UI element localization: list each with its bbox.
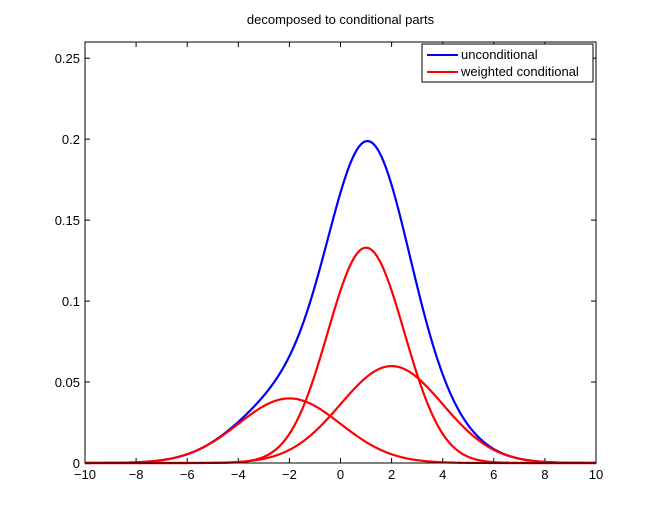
series-line-weighted-conditional-3 (85, 365, 597, 465)
y-tick-label: 0.1 (62, 294, 80, 309)
plot-frame (84, 41, 597, 464)
x-tick-label: −8 (129, 467, 144, 482)
series-line-weighted-conditional-1 (85, 397, 596, 465)
axis-tick-labels: −10 −8 −6 −4 −2 0 2 4 6 8 10 0 0.05 0.1 0.15 0.2 0.25 (55, 51, 604, 482)
legend-label-unconditional: unconditional (461, 47, 538, 62)
y-tick-label: 0.25 (55, 51, 80, 66)
series-line-weighted-conditional-2 (85, 246, 596, 465)
series-line-unconditional (85, 139, 597, 465)
x-tick-label: −10 (74, 467, 96, 482)
x-tick-label: 2 (388, 467, 395, 482)
chart-title: decomposed to conditional parts (246, 12, 435, 27)
x-tick-label: 0 (337, 467, 344, 482)
x-tick-label: 6 (490, 467, 497, 482)
legend: unconditional weighted conditional (421, 43, 594, 83)
legend-box (421, 43, 594, 83)
x-tick-label: −6 (180, 467, 195, 482)
x-tick-label: 10 (589, 467, 603, 482)
legend-label-weighted-conditional: weighted conditional (460, 64, 579, 79)
x-tick-label: 4 (439, 467, 446, 482)
y-tick-label: 0.15 (55, 213, 80, 228)
y-tick-label: 0.05 (55, 375, 80, 390)
series-lines (85, 139, 597, 465)
x-tick-label: 8 (541, 467, 548, 482)
x-tick-label: −4 (231, 467, 246, 482)
y-tick-label: 0.2 (62, 132, 80, 147)
x-tick-label: −2 (282, 467, 297, 482)
y-tick-label: 0 (73, 456, 80, 471)
axis-ticks (84, 42, 597, 464)
